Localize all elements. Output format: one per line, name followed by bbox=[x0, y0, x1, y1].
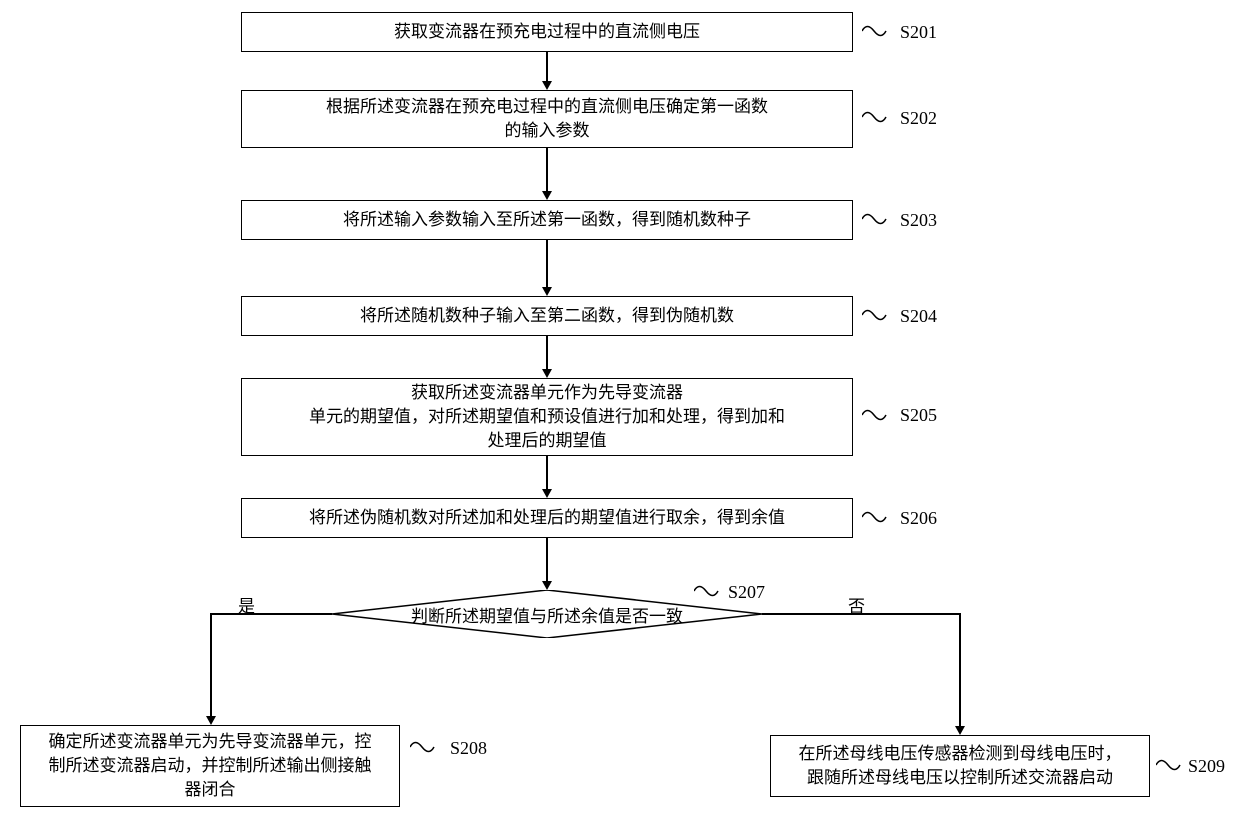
arrow-5 bbox=[546, 456, 548, 490]
process-s208-text: 确定所述变流器单元为先导变流器单元，控 制所述变流器启动，并控制所述输出侧接触 … bbox=[49, 730, 372, 801]
process-s202: 根据所述变流器在预充电过程中的直流侧电压确定第一函数 的输入参数 bbox=[241, 90, 853, 148]
label-s205: S205 bbox=[900, 405, 937, 426]
process-s204: 将所述随机数种子输入至第二函数，得到伪随机数 bbox=[241, 296, 853, 336]
arrowhead-1 bbox=[542, 81, 552, 90]
squiggle-s203 bbox=[862, 212, 892, 226]
branch-left-arrow bbox=[206, 716, 216, 725]
branch-right-v bbox=[959, 613, 961, 727]
label-s206: S206 bbox=[900, 508, 937, 529]
process-s206: 将所述伪随机数对所述加和处理后的期望值进行取余，得到余值 bbox=[241, 498, 853, 538]
arrowhead-2 bbox=[542, 191, 552, 200]
arrowhead-5 bbox=[542, 489, 552, 498]
process-s205: 获取所述变流器单元作为先导变流器 单元的期望值，对所述期望值和预设值进行加和处理… bbox=[241, 378, 853, 456]
arrow-4 bbox=[546, 336, 548, 370]
squiggle-s205 bbox=[862, 408, 892, 422]
arrowhead-6 bbox=[542, 581, 552, 590]
label-s207: S207 bbox=[728, 582, 765, 603]
label-s202: S202 bbox=[900, 108, 937, 129]
process-s209-text: 在所述母线电压传感器检测到母线电压时， 跟随所述母线电压以控制所述交流器启动 bbox=[799, 742, 1122, 790]
label-s201: S201 bbox=[900, 22, 937, 43]
process-s202-text: 根据所述变流器在预充电过程中的直流侧电压确定第一函数 的输入参数 bbox=[326, 95, 768, 143]
flowchart-container: 获取变流器在预充电过程中的直流侧电压 S201 根据所述变流器在预充电过程中的直… bbox=[0, 0, 1239, 840]
arrow-1 bbox=[546, 52, 548, 82]
branch-left-v bbox=[210, 613, 212, 717]
squiggle-s209 bbox=[1156, 758, 1186, 772]
arrowhead-3 bbox=[542, 287, 552, 296]
arrow-6 bbox=[546, 538, 548, 582]
process-s205-text: 获取所述变流器单元作为先导变流器 单元的期望值，对所述期望值和预设值进行加和处理… bbox=[309, 381, 785, 452]
arrow-2 bbox=[546, 148, 548, 192]
process-s204-text: 将所述随机数种子输入至第二函数，得到伪随机数 bbox=[360, 304, 734, 328]
process-s208: 确定所述变流器单元为先导变流器单元，控 制所述变流器启动，并控制所述输出侧接触 … bbox=[20, 725, 400, 807]
process-s201-text: 获取变流器在预充电过程中的直流侧电压 bbox=[394, 20, 700, 44]
label-s208: S208 bbox=[450, 738, 487, 759]
process-s209: 在所述母线电压传感器检测到母线电压时， 跟随所述母线电压以控制所述交流器启动 bbox=[770, 735, 1150, 797]
squiggle-s201 bbox=[862, 24, 892, 38]
label-s203: S203 bbox=[900, 210, 937, 231]
process-s203: 将所述输入参数输入至所述第一函数，得到随机数种子 bbox=[241, 200, 853, 240]
arrow-3 bbox=[546, 240, 548, 288]
arrowhead-4 bbox=[542, 369, 552, 378]
branch-right-h bbox=[762, 613, 960, 615]
branch-right-arrow bbox=[955, 726, 965, 735]
process-s206-text: 将所述伪随机数对所述加和处理后的期望值进行取余，得到余值 bbox=[309, 506, 785, 530]
label-s204: S204 bbox=[900, 306, 937, 327]
squiggle-s208 bbox=[410, 740, 440, 754]
process-s203-text: 将所述输入参数输入至所述第一函数，得到随机数种子 bbox=[343, 208, 751, 232]
squiggle-s207 bbox=[694, 584, 724, 598]
decision-s207-text: 判断所述期望值与所述余值是否一致 bbox=[381, 602, 713, 627]
process-s201: 获取变流器在预充电过程中的直流侧电压 bbox=[241, 12, 853, 52]
squiggle-s202 bbox=[862, 110, 892, 124]
branch-left-h bbox=[210, 613, 332, 615]
squiggle-s206 bbox=[862, 510, 892, 524]
squiggle-s204 bbox=[862, 308, 892, 322]
label-s209: S209 bbox=[1188, 756, 1225, 777]
